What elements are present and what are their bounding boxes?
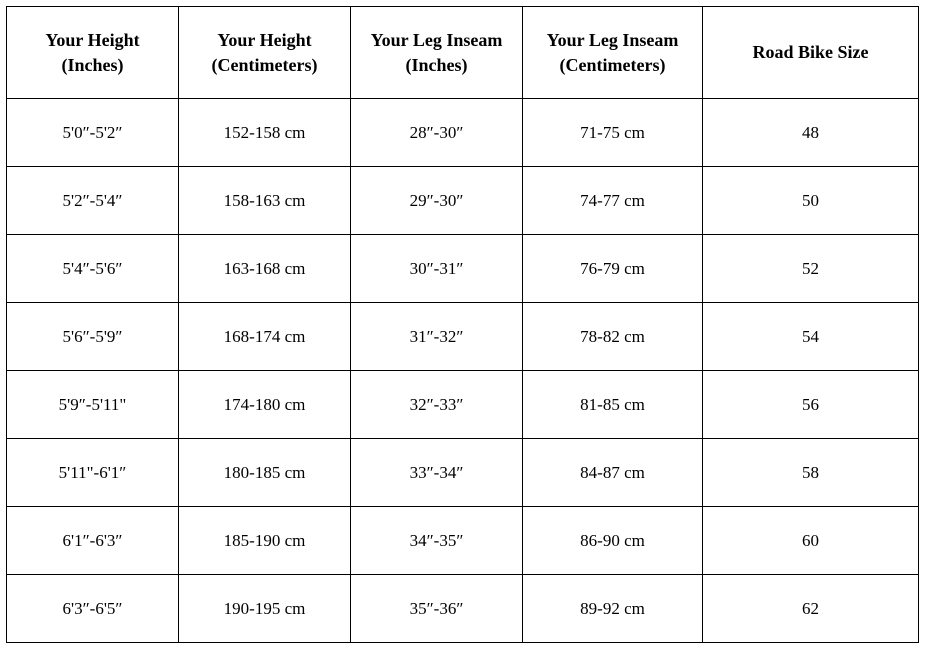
cell-height-cm: 152-158 cm xyxy=(179,99,351,167)
cell-inseam-inches: 34″-35″ xyxy=(351,507,523,575)
cell-inseam-cm: 86-90 cm xyxy=(523,507,703,575)
cell-inseam-cm: 89-92 cm xyxy=(523,575,703,643)
cell-height-inches: 6'3″-6'5″ xyxy=(7,575,179,643)
cell-inseam-inches: 32″-33″ xyxy=(351,371,523,439)
cell-height-cm: 168-174 cm xyxy=(179,303,351,371)
table-row: 5'0″-5'2″ 152-158 cm 28″-30″ 71-75 cm 48 xyxy=(7,99,919,167)
header-label: Your Leg Inseam (Centimeters) xyxy=(547,30,679,74)
col-header-bike-size: Road Bike Size xyxy=(703,7,919,99)
cell-inseam-cm: 71-75 cm xyxy=(523,99,703,167)
cell-inseam-cm: 78-82 cm xyxy=(523,303,703,371)
cell-bike-size: 52 xyxy=(703,235,919,303)
cell-height-cm: 158-163 cm xyxy=(179,167,351,235)
table-header: Your Height (Inches) Your Height (Centim… xyxy=(7,7,919,99)
cell-bike-size: 58 xyxy=(703,439,919,507)
col-header-height-cm: Your Height (Centimeters) xyxy=(179,7,351,99)
cell-bike-size: 62 xyxy=(703,575,919,643)
cell-inseam-inches: 30″-31″ xyxy=(351,235,523,303)
cell-height-cm: 180-185 cm xyxy=(179,439,351,507)
cell-inseam-inches: 33″-34″ xyxy=(351,439,523,507)
header-label: Your Leg Inseam (Inches) xyxy=(371,30,503,74)
col-header-inseam-cm: Your Leg Inseam (Centimeters) xyxy=(523,7,703,99)
cell-bike-size: 60 xyxy=(703,507,919,575)
table-row: 6'3″-6'5″ 190-195 cm 35″-36″ 89-92 cm 62 xyxy=(7,575,919,643)
table-row: 5'11"-6'1″ 180-185 cm 33″-34″ 84-87 cm 5… xyxy=(7,439,919,507)
cell-height-inches: 5'6″-5'9″ xyxy=(7,303,179,371)
cell-bike-size: 56 xyxy=(703,371,919,439)
col-header-inseam-inches: Your Leg Inseam (Inches) xyxy=(351,7,523,99)
cell-bike-size: 54 xyxy=(703,303,919,371)
bike-size-table: Your Height (Inches) Your Height (Centim… xyxy=(6,6,919,643)
header-label: Road Bike Size xyxy=(752,42,868,62)
table-body: 5'0″-5'2″ 152-158 cm 28″-30″ 71-75 cm 48… xyxy=(7,99,919,643)
header-label: Your Height (Inches) xyxy=(45,30,139,74)
cell-height-cm: 163-168 cm xyxy=(179,235,351,303)
cell-inseam-inches: 31″-32″ xyxy=(351,303,523,371)
cell-height-inches: 5'2″-5'4″ xyxy=(7,167,179,235)
cell-inseam-cm: 81-85 cm xyxy=(523,371,703,439)
cell-height-inches: 5'4″-5'6″ xyxy=(7,235,179,303)
cell-bike-size: 48 xyxy=(703,99,919,167)
cell-height-cm: 185-190 cm xyxy=(179,507,351,575)
cell-bike-size: 50 xyxy=(703,167,919,235)
cell-height-inches: 5'11"-6'1″ xyxy=(7,439,179,507)
table-row: 6'1″-6'3″ 185-190 cm 34″-35″ 86-90 cm 60 xyxy=(7,507,919,575)
cell-inseam-cm: 74-77 cm xyxy=(523,167,703,235)
cell-inseam-inches: 35″-36″ xyxy=(351,575,523,643)
cell-height-cm: 190-195 cm xyxy=(179,575,351,643)
col-header-height-inches: Your Height (Inches) xyxy=(7,7,179,99)
header-label: Your Height (Centimeters) xyxy=(212,30,318,74)
cell-inseam-cm: 84-87 cm xyxy=(523,439,703,507)
cell-inseam-inches: 28″-30″ xyxy=(351,99,523,167)
table-row: 5'4″-5'6″ 163-168 cm 30″-31″ 76-79 cm 52 xyxy=(7,235,919,303)
cell-height-inches: 5'9″-5'11" xyxy=(7,371,179,439)
cell-height-inches: 5'0″-5'2″ xyxy=(7,99,179,167)
cell-inseam-inches: 29″-30″ xyxy=(351,167,523,235)
table-row: 5'9″-5'11" 174-180 cm 32″-33″ 81-85 cm 5… xyxy=(7,371,919,439)
cell-height-cm: 174-180 cm xyxy=(179,371,351,439)
table-header-row: Your Height (Inches) Your Height (Centim… xyxy=(7,7,919,99)
table-row: 5'6″-5'9″ 168-174 cm 31″-32″ 78-82 cm 54 xyxy=(7,303,919,371)
cell-inseam-cm: 76-79 cm xyxy=(523,235,703,303)
cell-height-inches: 6'1″-6'3″ xyxy=(7,507,179,575)
table-row: 5'2″-5'4″ 158-163 cm 29″-30″ 74-77 cm 50 xyxy=(7,167,919,235)
